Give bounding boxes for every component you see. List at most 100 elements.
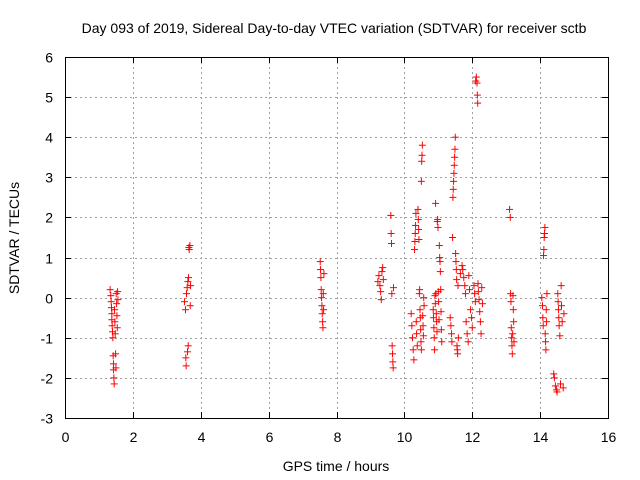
data-point: [464, 338, 472, 346]
data-point: [318, 310, 326, 318]
data-point: [111, 306, 119, 314]
data-point: [558, 318, 566, 326]
data-point: [541, 330, 549, 338]
data-point: [450, 161, 458, 169]
data-point: [450, 177, 458, 185]
data-point: [478, 284, 486, 292]
data-point: [182, 362, 190, 370]
data-point: [448, 330, 456, 338]
data-point: [411, 238, 419, 246]
data-point: [374, 278, 382, 286]
data-point: [506, 213, 514, 221]
data-point: [420, 294, 428, 302]
data-point: [475, 296, 483, 304]
data-point: [409, 334, 417, 342]
data-point: [430, 324, 438, 332]
data-point: [436, 268, 444, 276]
data-point: [320, 270, 328, 278]
data-point: [320, 306, 328, 314]
data-point: [107, 298, 115, 306]
plot-frame: [65, 57, 609, 419]
data-point: [388, 342, 396, 350]
data-point: [185, 274, 193, 282]
data-point: [378, 268, 386, 276]
data-point: [416, 286, 424, 294]
data-point: [437, 286, 445, 294]
data-point: [458, 262, 466, 270]
data-point: [110, 380, 118, 388]
data-point: [111, 318, 119, 326]
data-point: [471, 290, 479, 298]
data-point: [451, 153, 459, 161]
data-point: [551, 382, 559, 390]
data-point: [542, 346, 550, 354]
data-point: [417, 326, 425, 334]
data-point: [319, 324, 327, 332]
data-point: [318, 294, 326, 302]
data-point: [416, 306, 424, 314]
data-point: [319, 290, 327, 298]
data-point: [554, 290, 562, 298]
data-point: [454, 334, 462, 342]
data-point: [108, 310, 116, 318]
data-points: [106, 73, 568, 396]
y-tick-label: 6: [45, 50, 53, 66]
data-point: [452, 258, 460, 266]
data-point: [434, 223, 442, 231]
y-tick-label: 2: [45, 210, 53, 226]
data-point: [411, 246, 419, 254]
data-point: [539, 302, 547, 310]
data-point: [387, 211, 395, 219]
data-point: [559, 384, 567, 392]
data-point: [453, 276, 461, 284]
data-point: [470, 282, 478, 290]
data-point: [560, 310, 568, 318]
data-point: [539, 322, 547, 330]
data-point: [437, 308, 445, 316]
data-point: [556, 380, 564, 388]
data-point: [466, 286, 474, 294]
y-tick-label: 1: [45, 251, 53, 267]
data-point: [449, 234, 457, 241]
data-point: [506, 205, 514, 213]
data-point: [554, 298, 562, 306]
y-tick-label: 5: [45, 90, 53, 106]
data-point: [375, 272, 383, 280]
data-point: [468, 324, 476, 332]
data-point: [389, 358, 397, 366]
data-point: [449, 185, 457, 193]
data-point: [317, 274, 325, 282]
data-point: [550, 370, 558, 378]
data-point: [415, 225, 423, 233]
data-point: [553, 388, 561, 396]
data-point: [419, 322, 427, 330]
data-point: [412, 221, 420, 229]
data-point: [418, 151, 426, 159]
data-point: [449, 193, 457, 201]
data-point: [435, 316, 443, 324]
data-point: [417, 346, 425, 354]
data-point: [474, 280, 482, 288]
data-point: [509, 306, 517, 314]
data-point: [461, 282, 469, 290]
data-point: [459, 266, 467, 274]
data-point: [435, 298, 443, 306]
data-point: [186, 242, 194, 250]
data-point: [478, 300, 486, 308]
data-point: [507, 324, 515, 332]
data-point: [412, 209, 420, 217]
data-point: [558, 302, 566, 310]
data-point: [437, 326, 445, 334]
data-point: [555, 314, 563, 322]
data-point: [390, 284, 398, 292]
data-point: [452, 266, 460, 274]
y-tick-label: 0: [45, 291, 53, 307]
data-point: [114, 296, 122, 304]
data-point: [184, 348, 192, 356]
x-axis-label: GPS time / hours: [283, 458, 390, 474]
data-point: [110, 360, 118, 368]
data-point: [433, 328, 441, 336]
data-point: [446, 314, 454, 322]
